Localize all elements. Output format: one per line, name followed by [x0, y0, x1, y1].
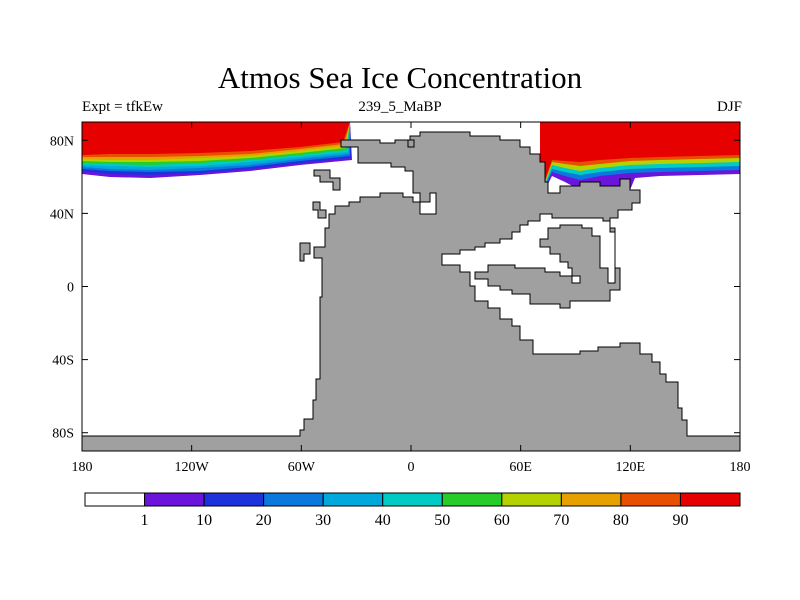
map-axes: 180 120W 60W 0 60E 120E 180 80N 40N 0 40S 80S	[50, 122, 751, 475]
colorbar: 1 10 20 30 40 50 60 70 80 90	[84, 492, 741, 529]
colorbar-swatch	[322, 492, 384, 507]
colorbar-swatch	[84, 492, 146, 507]
y-tick-label: 80S	[52, 427, 74, 442]
colorbar-label: 50	[434, 512, 450, 529]
colorbar-swatch	[679, 492, 741, 507]
colorbar-swatch	[382, 492, 443, 507]
y-tick-label: 40N	[50, 207, 74, 222]
x-tick-label: 120E	[616, 460, 646, 475]
colorbar-label: 10	[196, 512, 212, 529]
x-tick-label: 60W	[288, 460, 316, 475]
x-tick-label: 0	[408, 460, 415, 475]
island-northwest	[312, 201, 327, 219]
colorbar-swatch	[620, 492, 681, 507]
colorbar-swatch	[203, 492, 265, 507]
colorbar-swatch	[263, 492, 324, 507]
colorbar-swatch	[560, 492, 622, 507]
colorbar-label: 80	[613, 512, 629, 529]
y-tick-label: 40S	[52, 354, 74, 369]
x-tick-label: 60E	[509, 460, 532, 475]
sea-ice-band-90	[82, 122, 350, 155]
colorbar-label: 70	[553, 512, 569, 529]
x-tick-label: 120W	[175, 460, 210, 475]
colorbar-label: 20	[256, 512, 272, 529]
sea-ice-east-band-90	[540, 122, 740, 180]
island-arctic	[407, 139, 415, 148]
y-tick-label: 80N	[50, 134, 74, 149]
colorbar-label: 60	[494, 512, 510, 529]
landmass-pangaea	[82, 131, 740, 451]
map-title: Atmos Sea Ice Concentration	[217, 60, 583, 95]
experiment-label: Expt = tfkEw	[82, 99, 163, 115]
island-west	[313, 169, 341, 191]
colorbar-label: 30	[315, 512, 331, 529]
x-tick-label: 180	[72, 460, 93, 475]
period-label: 239_5_MaBP	[358, 99, 442, 115]
plot-area	[82, 122, 740, 451]
colorbar-swatch	[144, 492, 205, 507]
island-atlantic	[299, 242, 311, 262]
season-label: DJF	[716, 99, 742, 115]
colorbar-label: 90	[672, 512, 688, 529]
colorbar-label: 1	[141, 512, 149, 529]
colorbar-swatch	[501, 492, 562, 507]
y-tick-label: 0	[67, 281, 74, 296]
colorbar-swatch	[441, 492, 503, 507]
x-tick-label: 180	[730, 460, 751, 475]
colorbar-label: 40	[375, 512, 391, 529]
